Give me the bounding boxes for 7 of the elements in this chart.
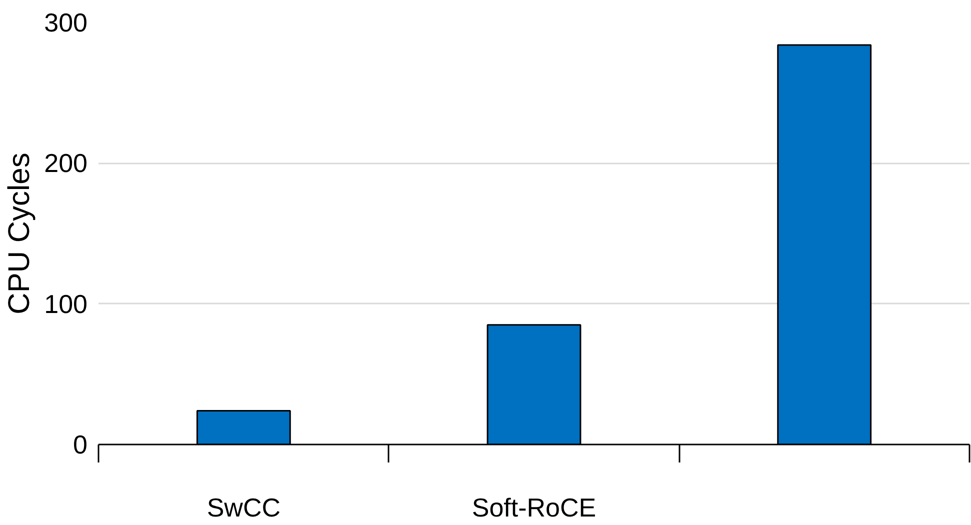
y-tick-label: 0 bbox=[73, 430, 88, 460]
y-tick-label: 200 bbox=[44, 148, 88, 178]
y-axis-title: CPU Cycles bbox=[3, 152, 36, 314]
x-tick-label: SwCC bbox=[206, 492, 281, 522]
y-tick-label: 300 bbox=[44, 8, 88, 38]
x-tick-label: Soft-RoCE bbox=[472, 492, 596, 522]
y-tick-label: 100 bbox=[44, 288, 88, 319]
